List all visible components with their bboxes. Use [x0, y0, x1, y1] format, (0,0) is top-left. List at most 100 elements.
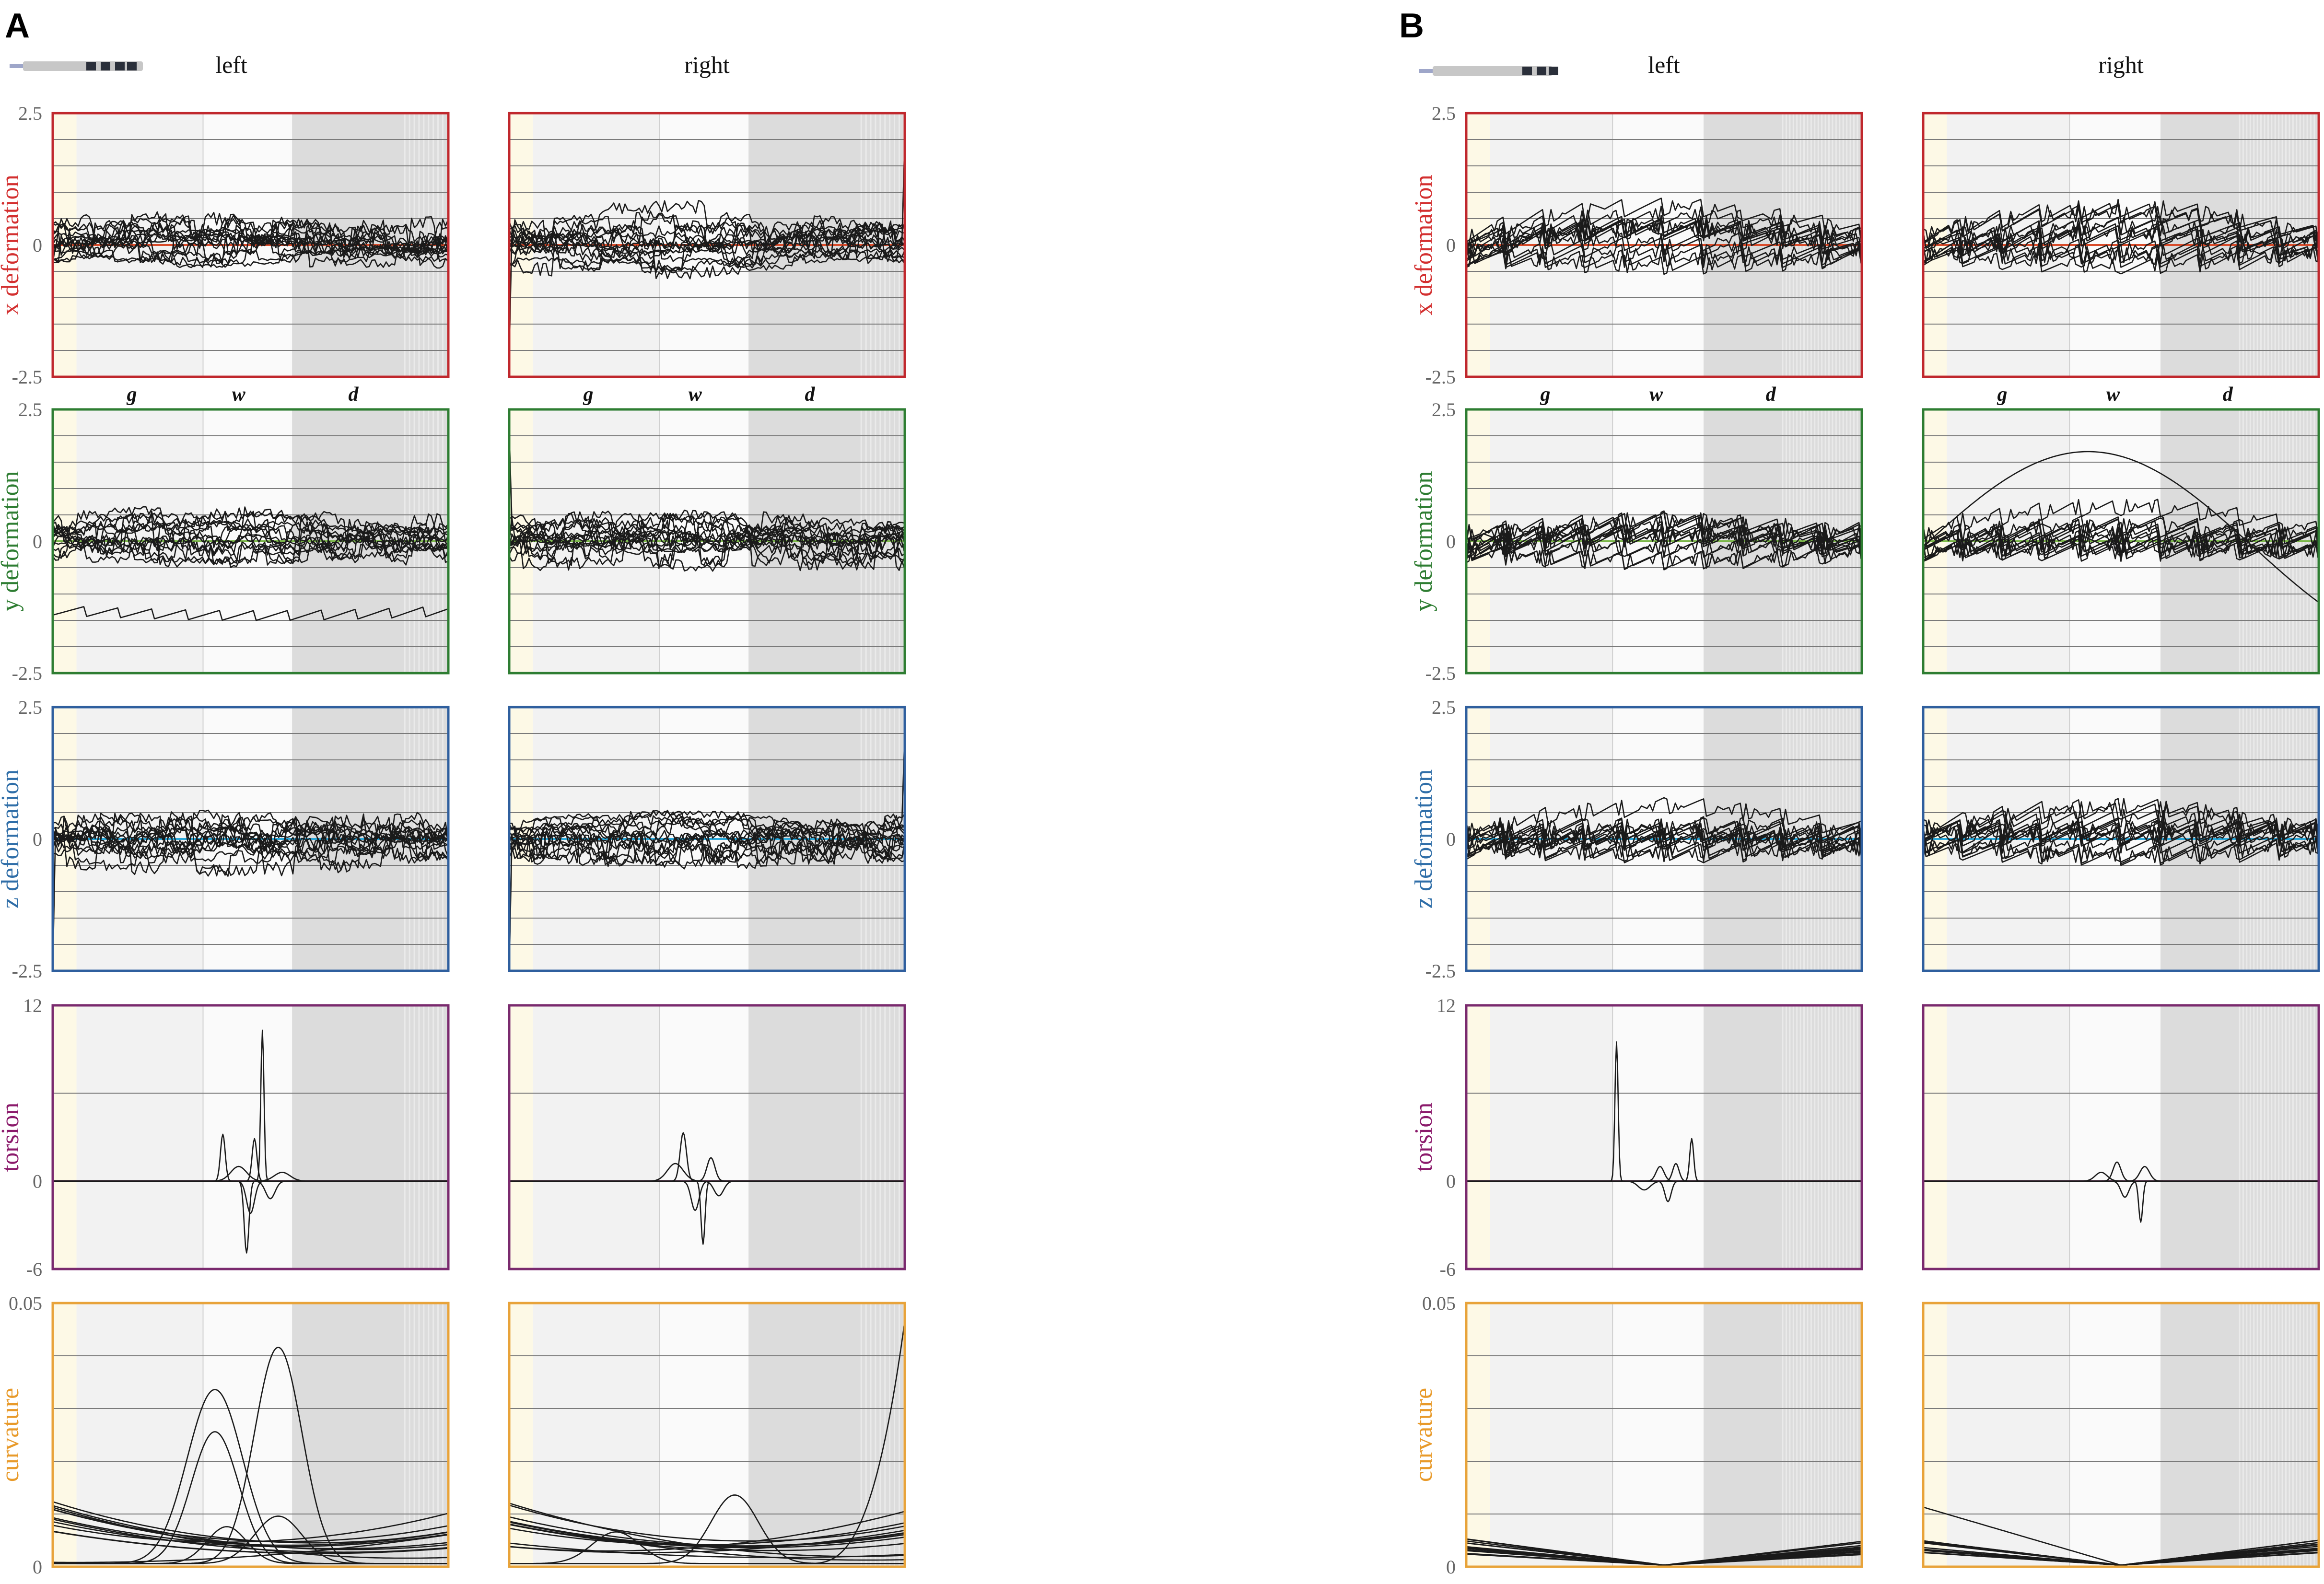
region-label-g: g [1997, 384, 2008, 406]
y-tick-label: 0 [33, 1171, 42, 1192]
plot-B-right-y [1922, 408, 2320, 675]
trace-line [1922, 540, 2320, 562]
trace-line [1923, 818, 2320, 845]
trace-line [509, 809, 906, 841]
trace-line [1465, 545, 1863, 571]
lead-contact-shape [127, 62, 137, 70]
plot-A-left-y: 2.5 0 -2.5 y deformation [0, 399, 450, 684]
trace-line [509, 248, 905, 271]
plot-A-left-x: 2.5 0 -2.5 x deformation g w d [0, 103, 450, 406]
trace-line [52, 221, 449, 268]
region-shade-g [533, 1005, 660, 1269]
lead-contact-shape [1537, 67, 1546, 75]
trace-line [1465, 510, 1862, 545]
trace-line [1923, 204, 2320, 245]
region-shade-w [203, 1303, 292, 1567]
trace-line [509, 1542, 905, 1558]
y-tick-label: 12 [1436, 995, 1456, 1016]
region-shade-d [748, 1005, 905, 1269]
plot-frame [51, 112, 450, 378]
plot-frame [1922, 1004, 2320, 1270]
trace-line [1922, 515, 2320, 544]
trace-line [1923, 1506, 2319, 1566]
lead-body-shape [23, 61, 143, 71]
region-shade-d [292, 1303, 448, 1567]
region-shade-g [76, 1303, 203, 1567]
trace-group [52, 506, 449, 621]
trace-line [52, 520, 449, 543]
y-tick-label: -2.5 [12, 663, 42, 684]
trace-group [1922, 451, 2320, 603]
trace-line [509, 530, 906, 561]
region-shade-cream [1923, 1303, 1947, 1567]
region-shade-d [748, 1303, 905, 1567]
trace-line [1923, 522, 2320, 549]
y-tick-label: 0 [33, 828, 42, 850]
region-label-d: d [2223, 384, 2233, 406]
region-shade-g [76, 1005, 203, 1269]
lead-tip-shape [10, 64, 24, 68]
plot-frame [1465, 706, 1863, 972]
region-shade-cream [1466, 1005, 1490, 1269]
trace-line [509, 200, 905, 243]
trace-line [1923, 245, 2320, 275]
y-tick-label: 0 [33, 234, 42, 256]
y-axis-label: y deformation [1410, 471, 1437, 611]
trace-line [806, 1321, 906, 1564]
y-tick-label: 0 [1446, 828, 1456, 850]
y-tick-label: 0 [1446, 1171, 1456, 1192]
plot-frame [51, 408, 450, 675]
trace-line [509, 818, 905, 854]
trace-group [1465, 797, 1863, 863]
region-label-w: w [689, 384, 702, 406]
column-title-right-B: right [2098, 51, 2144, 78]
region-label-g: g [1540, 384, 1551, 406]
y-tick-label: 12 [23, 995, 42, 1016]
trace-line [1923, 798, 2320, 839]
trace-line [52, 512, 449, 552]
trace-group [1466, 1538, 1862, 1566]
y-tick-label: -6 [26, 1258, 42, 1280]
trace-line [1466, 827, 1863, 860]
trace-line [509, 1504, 905, 1542]
trace-line [52, 241, 449, 262]
region-label-w: w [232, 384, 246, 406]
trace-line [1923, 540, 2320, 562]
plot-A-right-curvature [508, 1302, 906, 1568]
region-shade-w [2069, 1303, 2161, 1567]
y-axis-label: curvature [0, 1388, 24, 1482]
trace-line [1923, 809, 2320, 842]
plot-B-left-torsion: 12 0 -6 torsion [1410, 995, 1863, 1280]
region-shade-w [659, 1005, 749, 1269]
trace-group [1465, 198, 1863, 275]
region-shade-g [1490, 1303, 1613, 1567]
y-tick-label: 0.05 [1422, 1293, 1456, 1314]
trace-line [508, 517, 905, 571]
trace-line [509, 1516, 905, 1547]
y-tick-label: -2.5 [1425, 960, 1456, 982]
trace-line [1466, 830, 1863, 856]
trace-line [52, 507, 449, 558]
trace-line [52, 214, 449, 257]
lead-body-shape [1433, 66, 1553, 76]
plot-frame [1465, 1004, 1863, 1270]
trace-group [1923, 1161, 2319, 1223]
trace-line [52, 827, 449, 877]
trace-line [1466, 522, 1863, 548]
panel-letter-A: A [5, 7, 30, 45]
y-tick-label: -2.5 [12, 366, 42, 388]
trace-line [52, 223, 449, 247]
trace-line [52, 245, 449, 268]
trace-line [509, 815, 905, 853]
region-shade-w [659, 1303, 749, 1567]
trace-line [52, 606, 449, 621]
region-shade-g [1947, 1303, 2070, 1567]
y-axis-label: z deformation [0, 769, 24, 908]
y-tick-label: 2.5 [18, 697, 42, 718]
y-tick-label: 2.5 [1432, 399, 1456, 420]
plot-frame [508, 408, 906, 675]
column-title-left-A: left [215, 51, 247, 78]
plot-B-left-y: 2.5 0 -2.5 y deformation [1410, 399, 1863, 684]
